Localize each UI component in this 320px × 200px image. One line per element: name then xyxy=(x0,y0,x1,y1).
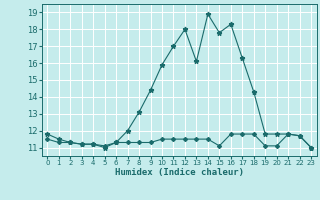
X-axis label: Humidex (Indice chaleur): Humidex (Indice chaleur) xyxy=(115,168,244,177)
